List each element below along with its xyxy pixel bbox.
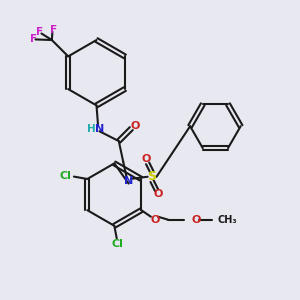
Text: O: O xyxy=(151,215,160,225)
Text: H: H xyxy=(87,124,96,134)
Text: O: O xyxy=(154,189,163,199)
Text: N: N xyxy=(95,124,104,134)
Text: F: F xyxy=(50,25,57,34)
Text: Cl: Cl xyxy=(111,239,123,249)
Text: O: O xyxy=(131,121,140,131)
Text: S: S xyxy=(148,170,157,183)
Text: N: N xyxy=(124,176,133,186)
Text: Cl: Cl xyxy=(60,171,72,181)
Text: F: F xyxy=(36,27,43,37)
Text: CH₃: CH₃ xyxy=(218,215,237,225)
Text: O: O xyxy=(192,215,201,225)
Text: O: O xyxy=(141,154,151,164)
Text: F: F xyxy=(30,34,37,44)
